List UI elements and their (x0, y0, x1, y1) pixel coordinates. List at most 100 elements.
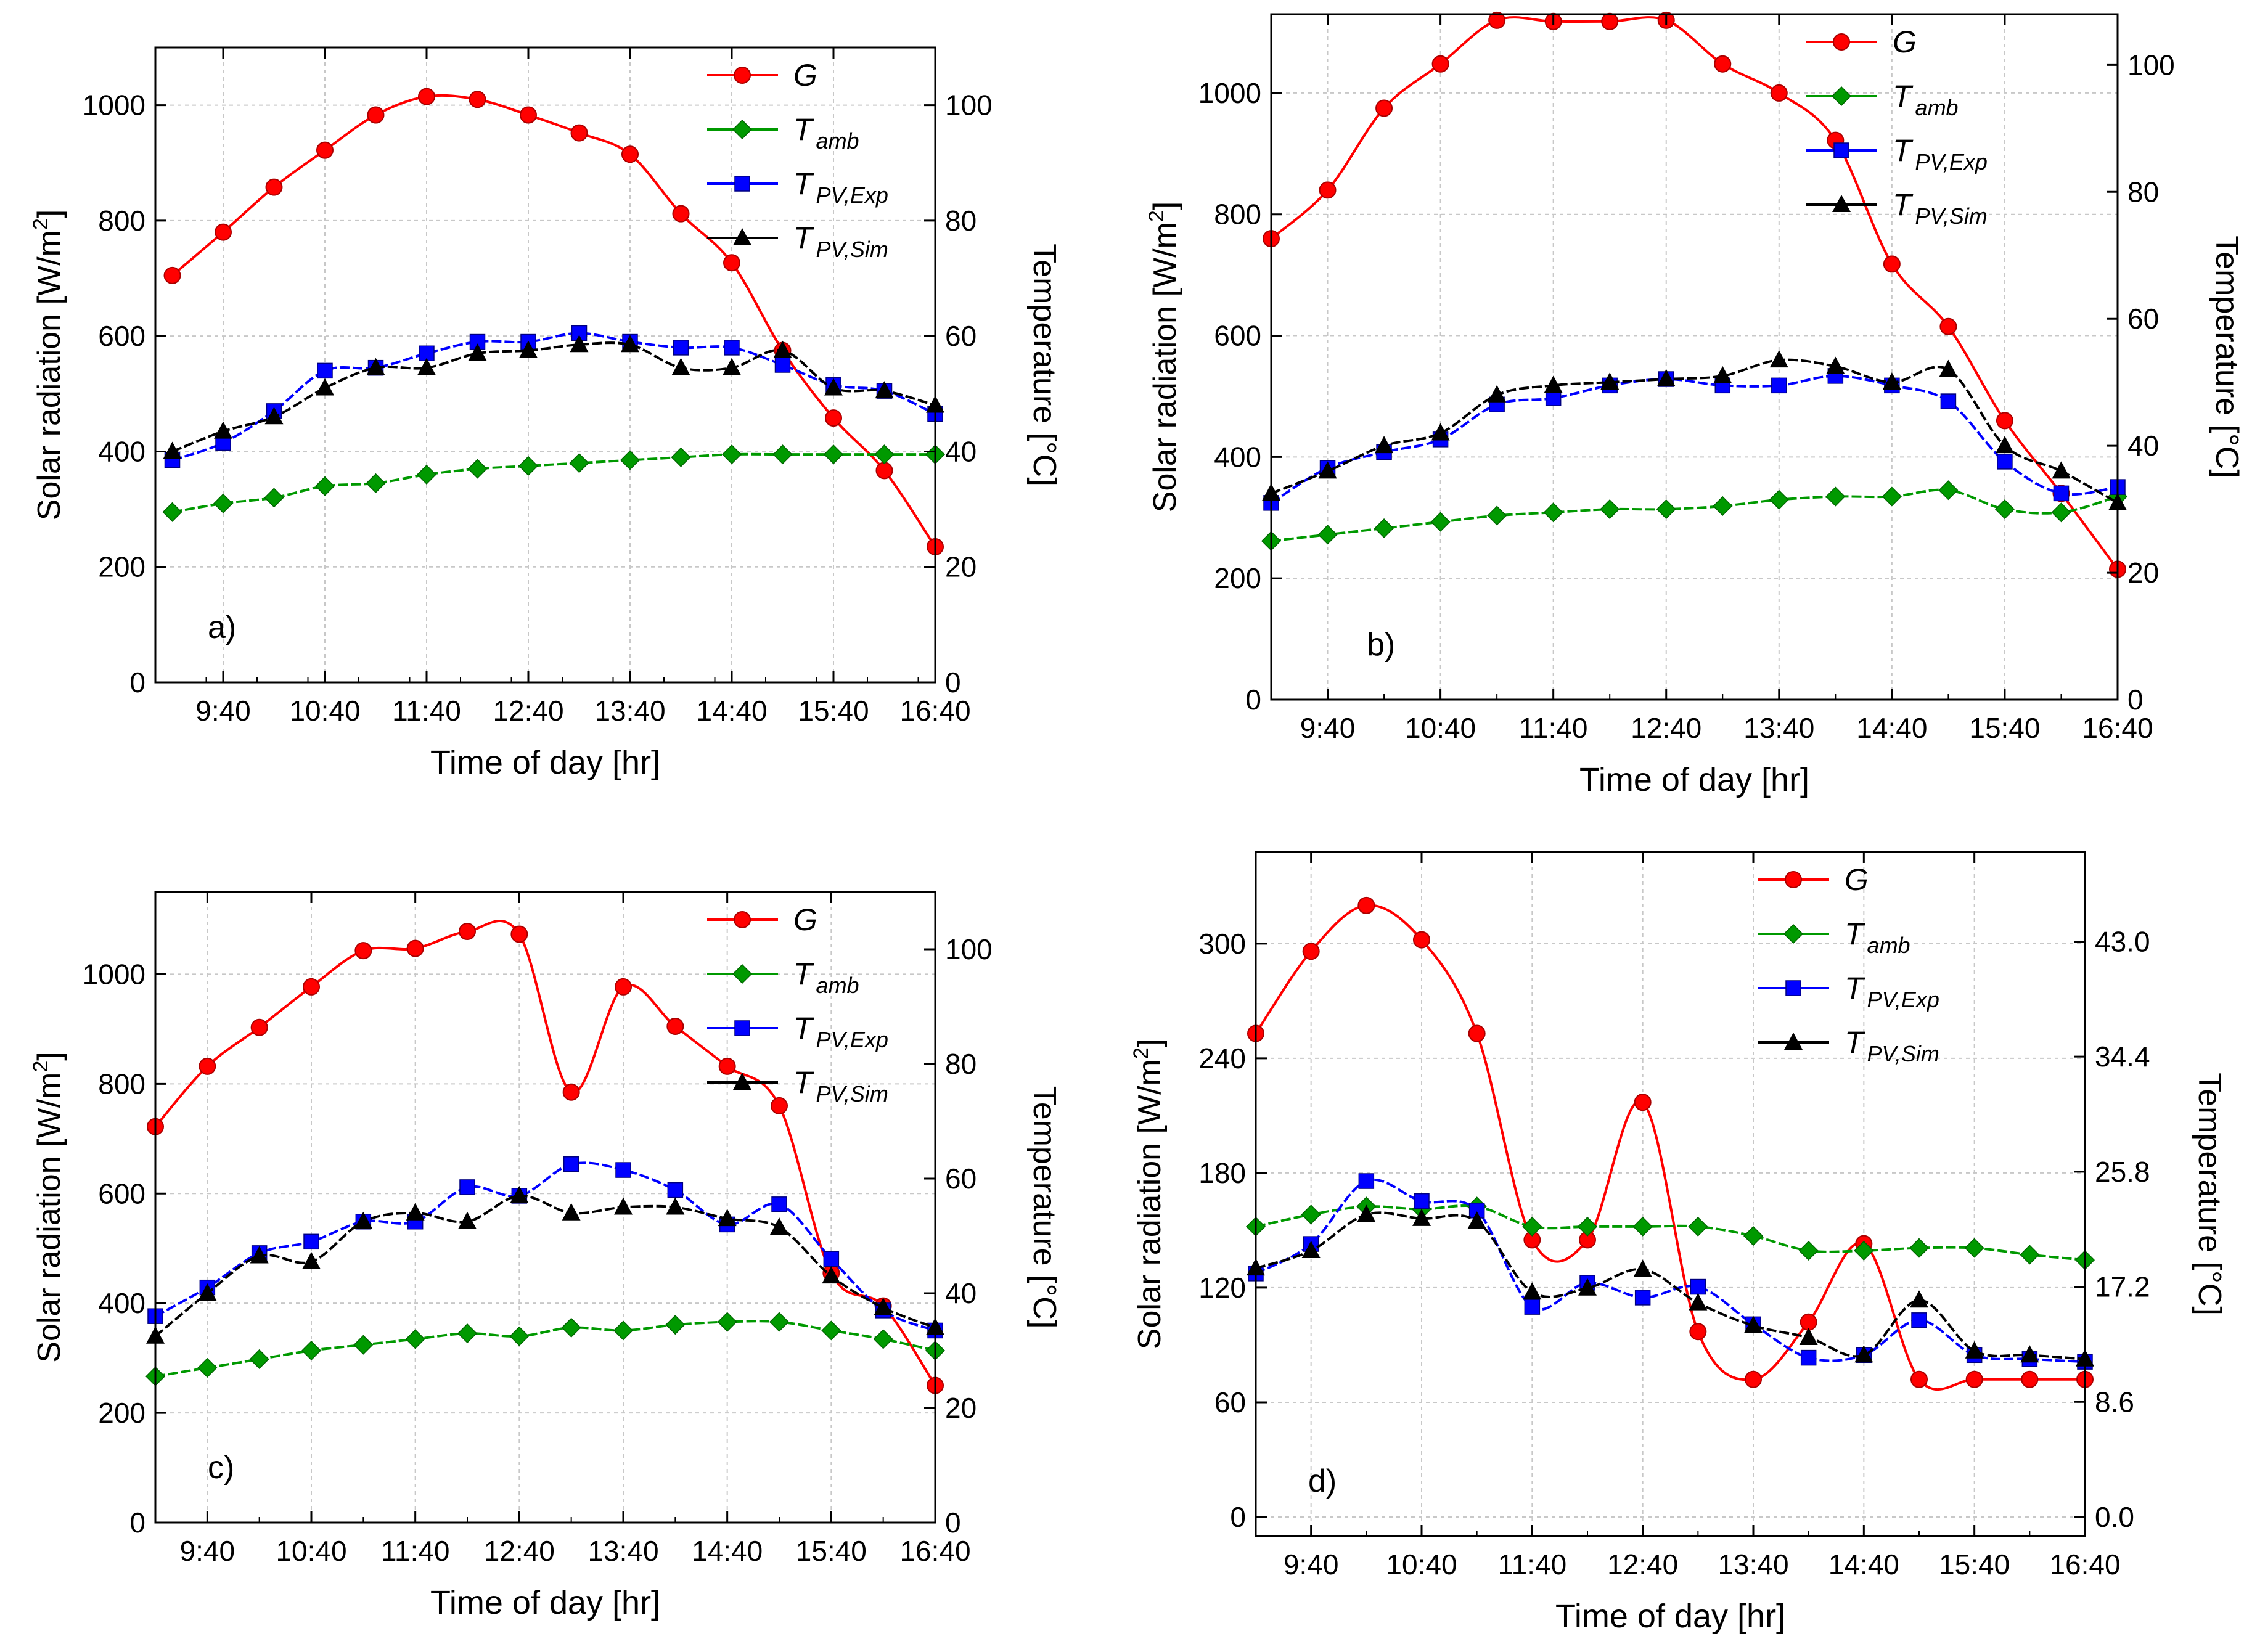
data-point-Tamb (1798, 1240, 1819, 1261)
y2-tick-label: 0 (945, 1507, 961, 1539)
data-point-Tamb (1713, 496, 1733, 517)
data-point-Tamb (162, 502, 182, 522)
data-point-TpvSim (1357, 1204, 1376, 1222)
data-point-TpvSim (1689, 1293, 1708, 1311)
data-point-Tamb (1938, 480, 1959, 501)
y2-tick-label: 0.0 (2095, 1501, 2134, 1533)
data-point-Tamb (518, 456, 539, 476)
data-point-Tamb (1430, 512, 1451, 532)
data-point-Tamb (717, 1312, 737, 1332)
legend-label-TpvExp: T PV,Exp (1893, 133, 1988, 174)
legend-subscript: PV,Exp (816, 1027, 888, 1052)
y-tick-label: 400 (98, 1287, 145, 1319)
data-point-Tamb (721, 444, 742, 465)
x-tick-label: 11:40 (392, 695, 461, 727)
data-point-Tamb (620, 450, 641, 470)
legend-marker-G (734, 911, 751, 928)
data-point-TpvSim (264, 407, 284, 425)
y2-tick-label: 60 (945, 1163, 977, 1195)
y2-tick-label: 100 (945, 933, 993, 965)
data-point-TpvSim (824, 378, 843, 396)
data-point-TpvSim (1910, 1290, 1928, 1308)
data-point-TpvSim (1713, 366, 1732, 383)
data-point-G (621, 145, 639, 163)
data-point-Tamb (416, 464, 437, 485)
data-point-G (316, 141, 334, 159)
data-point-Tamb (2020, 1245, 2040, 1265)
x-tick-label: 14:40 (1828, 1548, 1899, 1580)
data-point-Tamb (1543, 502, 1563, 523)
y2-tick-label: 40 (945, 435, 977, 467)
data-point-TpvSim (417, 358, 436, 375)
x-tick-label: 15:40 (796, 1535, 867, 1567)
legend-marker-TpvExp (734, 176, 750, 192)
y2-tick-label: 43.0 (2095, 925, 2150, 957)
y-tick-label: 600 (98, 320, 145, 352)
y2-tick-label: 20 (2127, 557, 2159, 589)
legend-subscript: amb (1867, 933, 1910, 958)
data-point-G (1996, 412, 2013, 430)
chart-panel-4: 9:40 10:40 11:40 12:40 13:40 14:40 15:40 16:40 0… (1129, 851, 2227, 1635)
data-point-TpvSim (1656, 369, 1676, 387)
data-point-TpvSim (1854, 1345, 1873, 1363)
data-point-G (1939, 317, 1957, 335)
x-tick-label: 16:40 (2049, 1548, 2120, 1580)
data-point-TpvExp (774, 357, 791, 373)
x-axis-label: Time of day [hr] (1579, 761, 1809, 798)
x-tick-label: 12:40 (484, 1535, 555, 1567)
plot-frame (154, 891, 936, 1524)
x-tick-label: 13:40 (594, 695, 665, 727)
x-tick-label: 13:40 (1718, 1548, 1788, 1580)
x-tick-label: 16:40 (899, 1535, 970, 1567)
y-tick-label: 0 (1245, 684, 1261, 716)
y2-tick-label: 40 (945, 1277, 977, 1309)
legend-label-G: G (793, 58, 817, 92)
y-axis-label: Solar radiation [W/m2] (29, 1052, 67, 1362)
series-line-G (1270, 16, 2119, 570)
x-tick-label: 9:40 (1300, 712, 1356, 744)
y2-tick-label: 60 (945, 320, 977, 352)
x-tick-label: 15:40 (1969, 712, 2040, 744)
data-point-Tamb (1522, 1216, 1542, 1237)
data-point-G (875, 462, 893, 480)
legend-name: T (793, 112, 814, 147)
data-point-TpvExp (1358, 1173, 1375, 1189)
legend-name: T (1845, 917, 1865, 951)
data-point-G (1883, 255, 1901, 273)
data-point-TpvSim (718, 1209, 737, 1227)
data-point-TpvSim (519, 340, 538, 358)
data-point-Tamb (264, 488, 284, 508)
y-axis-label-sup: 2 (29, 1061, 52, 1073)
data-point-G (367, 106, 385, 124)
panel-label: b) (1367, 627, 1395, 663)
data-point-Tamb (2051, 502, 2071, 523)
data-point-G (666, 1017, 684, 1035)
y-tick-label: 240 (1198, 1042, 1246, 1074)
chart-panel-2: 9:40 10:40 11:40 12:40 13:40 14:40 15:40 16:400… (1145, 11, 2244, 798)
data-point-G (215, 223, 232, 241)
y2-tick-label: 40 (2127, 430, 2159, 462)
data-point-TpvSim (1633, 1259, 1652, 1277)
legend-label-TpvSim: T PV,Sim (1893, 187, 1988, 229)
data-point-TpvSim (1523, 1282, 1542, 1300)
x-tick-label: 9:40 (195, 695, 251, 727)
data-point-G (1770, 84, 1788, 102)
data-point-G (265, 178, 283, 196)
data-point-TpvSim (1375, 436, 1394, 454)
data-point-G (1413, 931, 1430, 949)
data-point-Tamb (1600, 499, 1620, 520)
x-axis-label: Time of day [hr] (430, 1584, 660, 1621)
legend-name: T (1893, 133, 1914, 168)
data-point-Tamb (1882, 486, 1902, 507)
data-point-Tamb (1769, 489, 1789, 510)
x-tick-label: 10:40 (1405, 712, 1476, 744)
y2-tick-label: 80 (2127, 176, 2159, 208)
chart-panel-1: 9:40 10:40 11:40 12:40 13:40 14:40 15:40 16:400… (29, 46, 1062, 781)
data-point-G (771, 1097, 788, 1114)
y-tick-label: 200 (98, 551, 145, 583)
data-point-TpvSim (562, 1203, 581, 1221)
y2-axis-label: Temperature [°C] (2209, 235, 2244, 478)
y-tick-label: 120 (1198, 1272, 1246, 1304)
